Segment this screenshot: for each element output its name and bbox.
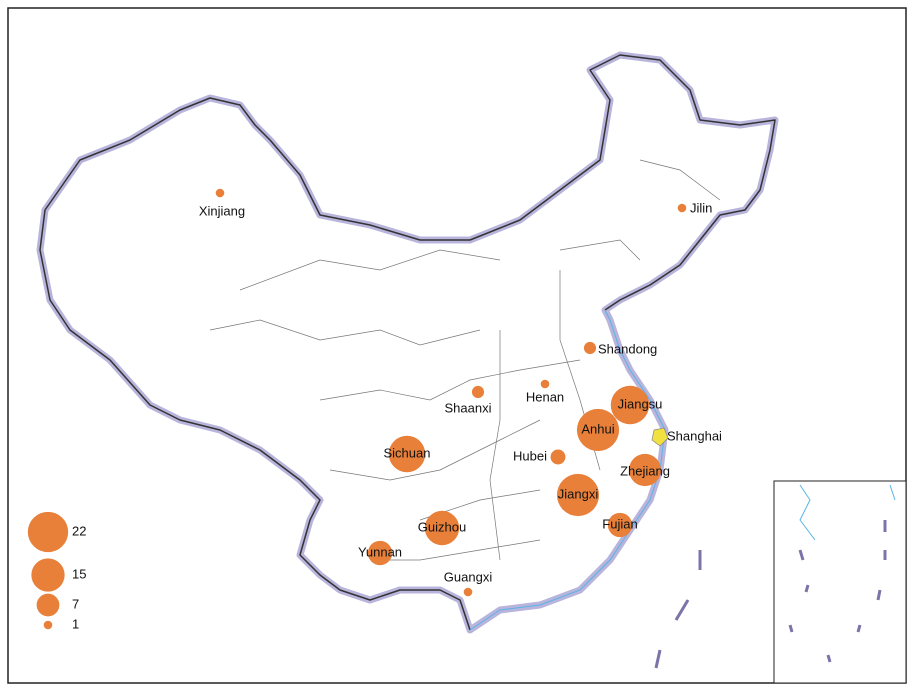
province-borders [209, 159, 721, 561]
inset-dashes [654, 520, 887, 669]
legend-bubble [27, 511, 69, 553]
province-label: Shaanxi [445, 400, 492, 415]
province-label: Jiangxi [558, 486, 599, 501]
inset-frame [773, 480, 907, 684]
province-label: Xinjiang [199, 203, 245, 218]
province-label: Fujian [602, 516, 637, 531]
province-label: Jilin [690, 200, 712, 215]
bubble [388, 435, 426, 473]
legend-bubble [36, 593, 60, 617]
bubble [628, 453, 662, 487]
bubble [550, 449, 566, 465]
country-border [39, 54, 776, 631]
bubble [215, 188, 225, 198]
legend-label: 22 [72, 523, 86, 538]
bubble [463, 587, 473, 597]
province-label: Anhui [581, 421, 614, 436]
province-label: Guangxi [444, 569, 493, 584]
province-label: Guizhou [418, 519, 466, 534]
province-label: Sichuan [384, 445, 431, 460]
province-label: Yunnan [358, 544, 402, 559]
province-label: Shandong [598, 341, 657, 356]
province-label: Jiangsu [618, 396, 663, 411]
province-label: Zhejiang [620, 463, 670, 478]
bubble [471, 385, 485, 399]
bubble [610, 385, 650, 425]
legend-label: 1 [72, 616, 79, 631]
legend-label: 7 [72, 596, 79, 611]
coastline [469, 309, 666, 631]
bubble [540, 379, 550, 389]
bubble [367, 540, 393, 566]
highlight-label: Shanghai [667, 428, 722, 443]
shanghai-region [651, 427, 669, 447]
province-label: Hubei [513, 448, 547, 463]
bubble [607, 512, 633, 538]
province-label: Henan [526, 389, 564, 404]
legend-label: 15 [72, 566, 86, 581]
legend-bubble [31, 558, 65, 592]
inset-coast [799, 484, 896, 541]
bubble [556, 473, 600, 517]
bubble [583, 341, 597, 355]
bubble [677, 203, 687, 213]
bubble [424, 510, 460, 546]
bubble [576, 408, 620, 452]
legend-bubble [43, 620, 53, 630]
